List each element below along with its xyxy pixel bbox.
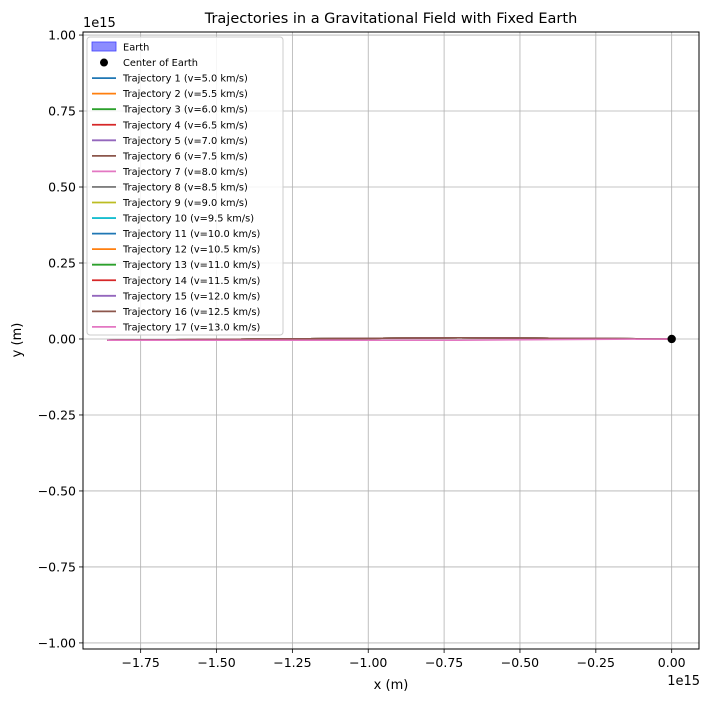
legend-swatch-center-marker (100, 58, 108, 67)
legend-label: Center of Earth (123, 58, 198, 69)
legend-label: Trajectory 15 (v=12.0 km/s) (122, 291, 260, 302)
legend-label: Trajectory 5 (v=7.0 km/s) (122, 136, 248, 147)
y-offset-label: 1e15 (83, 16, 116, 31)
legend-label: Trajectory 14 (v=11.5 km/s) (122, 276, 260, 287)
x-tick-label: −0.50 (501, 655, 539, 670)
legend-label: Trajectory 13 (v=11.0 km/s) (122, 260, 260, 271)
chart-title: Trajectories in a Gravitational Field wi… (204, 11, 578, 27)
x-tick-label: 0.00 (658, 655, 686, 670)
y-tick-label: −0.75 (38, 559, 76, 574)
legend: Earth Center of Earth Trajectory 1 (v=5.0 … (86, 36, 284, 336)
x-offset-label: 1e15 (667, 674, 700, 689)
legend-label: Trajectory 6 (v=7.5 km/s) (122, 151, 248, 162)
legend-label: Trajectory 9 (v=9.0 km/s) (122, 198, 248, 209)
series-layer (107, 337, 672, 341)
x-tick-label: −1.75 (121, 655, 159, 670)
grid-layer (83, 32, 699, 649)
legend-label: Trajectory 7 (v=8.0 km/s) (122, 167, 248, 178)
y-tick-label: −0.50 (38, 483, 76, 498)
legend-label: Earth (123, 43, 149, 54)
marker-layer (667, 334, 676, 344)
y-tick-label: 0.75 (48, 104, 76, 119)
y-tick-label: 0.25 (48, 255, 76, 270)
legend-label: Trajectory 11 (v=10.0 km/s) (122, 229, 260, 240)
y-axis-ticks: −1.00 −0.75 −0.50 −0.25 0.00 0.25 0.50 0.75 1.00 (38, 28, 83, 650)
plot-area-frame (82, 31, 700, 650)
center-of-earth-marker (667, 334, 676, 344)
trajectory-line (107, 338, 672, 341)
legend-label: Trajectory 2 (v=5.5 km/s) (122, 89, 248, 100)
legend-label: Trajectory 10 (v=9.5 km/s) (122, 214, 254, 225)
x-axis-label: x (m) (374, 678, 409, 693)
legend-items: Earth Center of Earth Trajectory 1 (v=5.0 … (91, 41, 260, 333)
x-tick-label: −1.50 (197, 655, 235, 670)
trajectory-line (107, 337, 672, 341)
x-axis-ticks: −1.75 −1.50 −1.25 −1.00 −0.75 −0.50 −0.25 0.00 (121, 649, 686, 670)
legend-label: Trajectory 16 (v=12.5 km/s) (122, 307, 260, 318)
y-tick-label: −1.00 (38, 635, 76, 650)
legend-swatch-earth (91, 41, 117, 52)
y-tick-label: 0.00 (48, 331, 76, 346)
x-tick-label: −1.00 (349, 655, 387, 670)
legend-label: Trajectory 17 (v=13.0 km/s) (122, 322, 260, 333)
legend-label: Trajectory 3 (v=6.0 km/s) (122, 105, 248, 116)
legend-frame (86, 36, 284, 336)
legend-label: Trajectory 12 (v=10.5 km/s) (122, 245, 260, 256)
y-tick-label: 0.50 (48, 180, 76, 195)
legend-label: Trajectory 8 (v=8.5 km/s) (122, 182, 248, 193)
y-axis-label: y (m) (10, 323, 25, 358)
legend-label: Trajectory 4 (v=6.5 km/s) (122, 120, 248, 131)
x-tick-label: −0.25 (577, 655, 615, 670)
legend-label: Trajectory 1 (v=5.0 km/s) (122, 74, 248, 85)
x-tick-label: −0.75 (425, 655, 463, 670)
x-tick-label: −1.25 (273, 655, 311, 670)
y-tick-label: 1.00 (48, 28, 76, 43)
y-tick-label: −0.25 (38, 407, 76, 422)
